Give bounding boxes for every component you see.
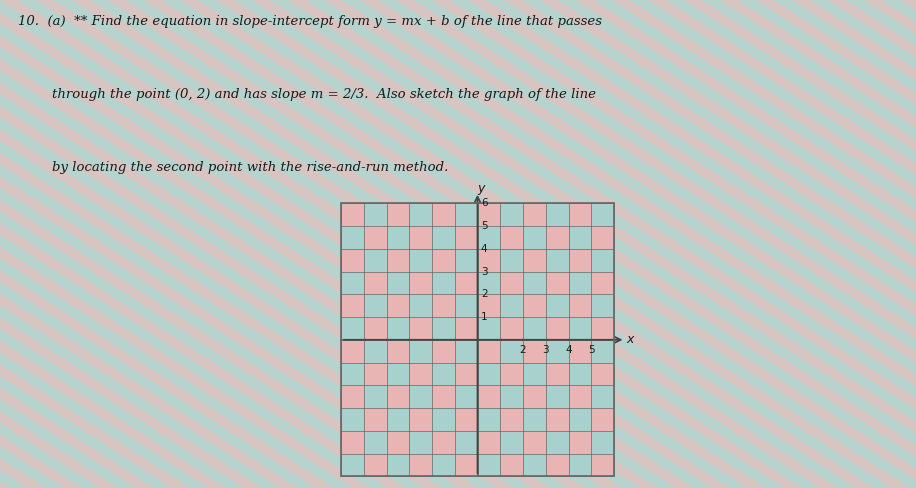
- Text: 4: 4: [481, 244, 487, 254]
- Polygon shape: [216, 0, 916, 488]
- Bar: [432, 363, 454, 386]
- Bar: [500, 226, 523, 249]
- Bar: [364, 226, 387, 249]
- Polygon shape: [54, 0, 916, 488]
- Polygon shape: [0, 0, 234, 488]
- Bar: [569, 431, 591, 453]
- Bar: [546, 386, 569, 408]
- Polygon shape: [594, 0, 916, 488]
- Bar: [341, 203, 364, 226]
- Polygon shape: [666, 0, 916, 488]
- Bar: [569, 340, 591, 363]
- Bar: [500, 340, 523, 363]
- Bar: [569, 317, 591, 340]
- Bar: [569, 271, 591, 294]
- Bar: [591, 226, 614, 249]
- Bar: [569, 363, 591, 386]
- Polygon shape: [18, 0, 916, 488]
- Bar: [387, 317, 409, 340]
- Bar: [591, 294, 614, 317]
- Polygon shape: [0, 0, 252, 488]
- Polygon shape: [180, 0, 916, 488]
- Bar: [546, 363, 569, 386]
- Bar: [364, 317, 387, 340]
- Polygon shape: [342, 0, 916, 488]
- Bar: [432, 386, 454, 408]
- Polygon shape: [198, 0, 916, 488]
- Bar: [454, 226, 477, 249]
- Polygon shape: [0, 0, 522, 488]
- Polygon shape: [0, 0, 756, 488]
- Bar: [432, 408, 454, 431]
- Bar: [364, 271, 387, 294]
- Bar: [364, 203, 387, 226]
- Bar: [591, 271, 614, 294]
- Bar: [523, 363, 546, 386]
- Polygon shape: [468, 0, 916, 488]
- Polygon shape: [0, 0, 198, 488]
- Bar: [523, 271, 546, 294]
- Polygon shape: [0, 0, 540, 488]
- Bar: [432, 271, 454, 294]
- Bar: [523, 453, 546, 476]
- Polygon shape: [0, 0, 612, 488]
- Text: y: y: [477, 182, 485, 195]
- Bar: [409, 431, 432, 453]
- Bar: [591, 363, 614, 386]
- Bar: [341, 226, 364, 249]
- Polygon shape: [612, 0, 916, 488]
- Bar: [432, 453, 454, 476]
- Bar: [546, 294, 569, 317]
- Polygon shape: [0, 0, 630, 488]
- Polygon shape: [504, 0, 916, 488]
- Polygon shape: [486, 0, 916, 488]
- Polygon shape: [0, 0, 594, 488]
- Text: 4: 4: [565, 346, 572, 355]
- Polygon shape: [360, 0, 916, 488]
- Polygon shape: [0, 0, 162, 488]
- Bar: [477, 363, 500, 386]
- Bar: [591, 453, 614, 476]
- Bar: [523, 408, 546, 431]
- Polygon shape: [522, 0, 916, 488]
- Bar: [477, 431, 500, 453]
- Bar: [546, 226, 569, 249]
- Polygon shape: [0, 0, 144, 488]
- Text: 5: 5: [481, 221, 487, 231]
- Polygon shape: [0, 0, 828, 488]
- Bar: [500, 271, 523, 294]
- Bar: [569, 203, 591, 226]
- Bar: [454, 453, 477, 476]
- Bar: [341, 271, 364, 294]
- Polygon shape: [0, 0, 126, 488]
- Bar: [341, 294, 364, 317]
- Polygon shape: [810, 0, 916, 488]
- Bar: [409, 453, 432, 476]
- Polygon shape: [72, 0, 916, 488]
- Bar: [454, 408, 477, 431]
- Bar: [432, 249, 454, 271]
- Polygon shape: [0, 0, 684, 488]
- Bar: [341, 340, 364, 363]
- Bar: [500, 408, 523, 431]
- Bar: [591, 340, 614, 363]
- Bar: [477, 340, 500, 363]
- Polygon shape: [0, 0, 882, 488]
- Polygon shape: [0, 0, 270, 488]
- Polygon shape: [0, 0, 558, 488]
